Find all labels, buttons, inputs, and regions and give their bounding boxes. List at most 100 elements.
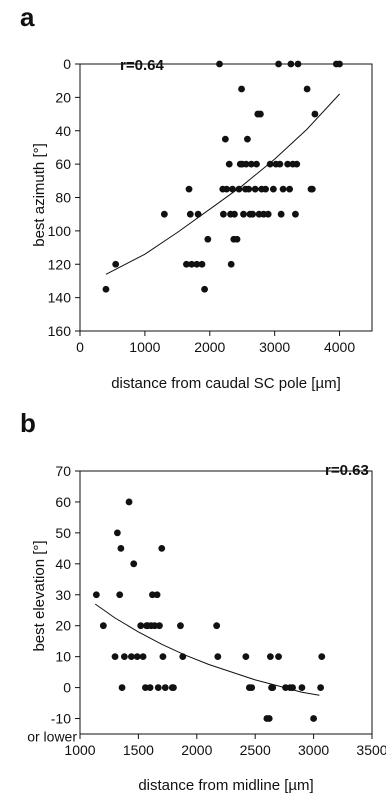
panel-b-data-point	[127, 653, 135, 661]
panel-a-data-point	[247, 160, 255, 168]
panel-a-data-point	[235, 185, 243, 193]
panel-b-data-point	[137, 622, 145, 630]
panel-b-data-point	[213, 622, 221, 630]
panel-a-data-point	[223, 185, 231, 193]
panel-a-data-point	[102, 285, 110, 293]
panel-a-data-point	[193, 260, 201, 268]
panel-b-data-point	[142, 684, 149, 691]
panel-b-ytick-note: or lower	[27, 729, 77, 745]
panel-b-data-point	[120, 653, 128, 661]
panel-b-data-point	[275, 653, 282, 661]
panel-a-data-point	[220, 210, 227, 218]
panel-a-data-point	[336, 60, 343, 68]
panel-a-ytick-label: 40	[55, 123, 71, 139]
panel-b-data-point	[179, 653, 187, 661]
panel-b-data-point	[149, 591, 156, 599]
panel-b-data-point	[116, 591, 124, 599]
panel-a-xtick-label: 2000	[194, 339, 225, 355]
panel-a-correlation: r=0.64	[120, 57, 164, 74]
panel-b-label: b	[20, 408, 36, 438]
panel-a-data-point	[293, 160, 301, 168]
panel-a-data-point	[277, 210, 285, 218]
panel-a-xlabel: distance from caudal SC pole [µm]	[111, 375, 341, 392]
panel-a-data-point	[253, 160, 260, 168]
panel-a-data-point	[245, 185, 253, 193]
panel-b-data-point	[282, 684, 289, 691]
panel-b-ytick-label: 10	[55, 649, 71, 665]
panel-b-ytick-label: 40	[55, 556, 71, 572]
panel-b-data-point	[159, 653, 167, 661]
panel-b-ylabel: best elevation [°]	[31, 540, 48, 651]
panel-b-data-point	[99, 622, 107, 630]
panel-b-data-point	[154, 684, 162, 691]
panel-a-ytick-label: 20	[55, 89, 71, 105]
panel-b-ytick-label: 0	[63, 680, 71, 696]
panel-a-data-point	[311, 110, 319, 118]
panel-a-data-point	[233, 235, 241, 243]
panel-a-data-point	[287, 60, 295, 68]
panel-a-data-point	[294, 60, 302, 68]
panel-a-data-point	[185, 185, 193, 193]
panel-a-data-point	[160, 210, 168, 218]
panel-b-data-point	[265, 715, 273, 722]
panel-a-data-point	[216, 60, 223, 68]
panel-a-ytick-label: 80	[55, 190, 71, 206]
panel-b-data-point	[133, 653, 141, 661]
panel-b-xlabel: distance from midline [µm]	[138, 777, 313, 794]
panel-a-ytick-label: 120	[48, 256, 72, 272]
panel-b-data-point	[269, 684, 277, 691]
panel-b-data-point	[117, 544, 125, 552]
panel-a-xtick-label: 1000	[129, 339, 160, 355]
panel-a-data-point	[275, 60, 282, 68]
panel-a-data-point	[269, 185, 277, 193]
panel-a-data-point	[238, 85, 245, 93]
panel-b-data-point	[130, 560, 138, 568]
panel-b-plot-frame	[79, 470, 373, 735]
panel-b: b r=0.63 distance from midline [µm] best…	[20, 408, 386, 794]
panel-b-xtick-label: 2000	[181, 742, 212, 758]
panel-a: a r=0.64 distance from caudal SC pole [µ…	[20, 2, 373, 392]
panel-a-data-point	[221, 135, 229, 143]
panel-b-data-point	[170, 684, 177, 691]
panel-a-fit-curve	[105, 93, 340, 275]
panel-a-ytick-label: 160	[48, 323, 72, 339]
panel-b-data-point	[242, 653, 250, 661]
panel-b-data-point	[266, 653, 274, 661]
panel-a-data-point	[231, 210, 238, 218]
panel-a-ylabel: best azimuth [°]	[31, 143, 48, 247]
panel-b-data-point	[298, 684, 306, 691]
panel-a-data-point	[225, 160, 233, 168]
panel-b-xtick-label: 1500	[123, 742, 154, 758]
panel-b-data-point	[139, 653, 147, 661]
panel-b-xtick-label: 1000	[64, 742, 95, 758]
panel-b-data-point	[118, 684, 126, 691]
panel-b-ytick-label: -10	[51, 711, 71, 727]
panel-a-label: a	[20, 2, 35, 32]
panel-b-data-point	[125, 498, 133, 506]
panel-a-data-point	[186, 210, 194, 218]
panel-b-data-point	[146, 684, 154, 691]
panel-b-data-point	[310, 715, 317, 722]
panel-a-data-point	[256, 110, 264, 118]
panel-a-data-point	[264, 210, 272, 218]
panel-b-data-point	[113, 529, 121, 537]
panel-b-data-point	[289, 684, 296, 691]
panel-a-data-point	[292, 210, 299, 218]
panel-b-ytick-label: 60	[55, 494, 71, 510]
panel-b-data-point	[153, 591, 161, 599]
panel-b-data-point	[151, 622, 159, 630]
panel-a-ytick-label: 140	[48, 290, 72, 306]
panel-b-data-point	[248, 684, 256, 691]
panel-b-ytick-label: 30	[55, 587, 71, 603]
panel-a-data-point	[229, 185, 236, 193]
panel-a-data-point	[286, 185, 293, 193]
panel-a-data-point	[276, 160, 284, 168]
panel-b-data-point	[318, 653, 326, 661]
panel-a-ytick-label: 0	[63, 56, 71, 72]
panel-a-data-point	[303, 85, 311, 93]
panel-a-data-point	[204, 235, 212, 243]
panel-b-xtick-label: 3500	[356, 742, 386, 758]
panel-b-data-point	[214, 653, 222, 661]
panel-a-data-point	[183, 260, 190, 268]
